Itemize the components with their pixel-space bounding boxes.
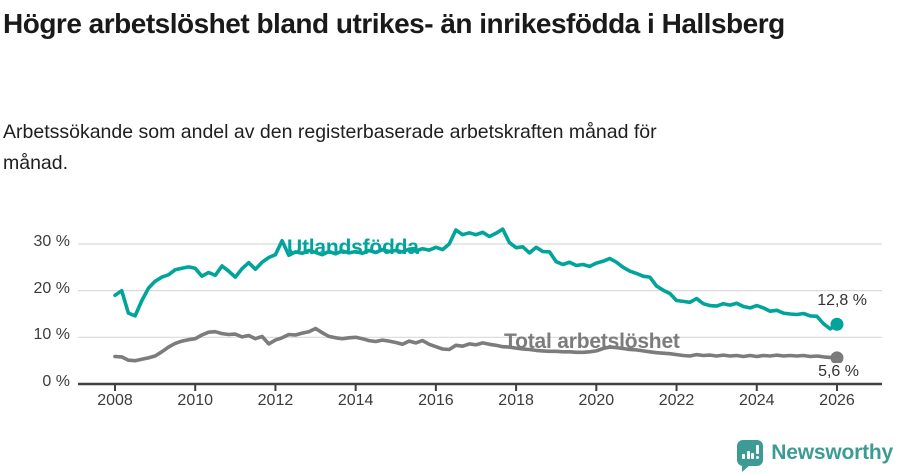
bar-chart-speech-bubble-icon [737, 440, 764, 472]
x-axis-tick-label: 2024 [738, 392, 775, 409]
line-total-arbetsl-shet [113, 326, 839, 363]
x-axis-tick-label: 2022 [658, 392, 695, 409]
page-title: Högre arbetslöshet bland utrikes- än inr… [3, 8, 785, 39]
y-axis-tick-label: 10 % [33, 326, 70, 344]
x-axis-tick-label: 2008 [97, 392, 133, 409]
series-label-utlandsfodda: Utlandsfödda [287, 236, 419, 259]
end-dot [830, 317, 844, 331]
y-axis-tick-label: 20 % [33, 279, 70, 297]
x-axis-tick-label: 2020 [578, 392, 615, 409]
end-dot [830, 351, 844, 365]
y-axis-tick-label: 30 % [33, 232, 70, 250]
x-axis-tick-label: 2018 [498, 392, 534, 409]
newsworthy-logo-text: Newsworthy [771, 441, 893, 464]
newsworthy-logo: Newsworthy [737, 440, 893, 472]
series-label-total-arbetsloshet: Total arbetslöshet [504, 330, 680, 353]
x-axis-tick-label: 2026 [819, 392, 855, 409]
speech-bubble-tail [742, 465, 751, 472]
line-utlandsf-dda [113, 227, 839, 331]
x-axis-tick-label: 2016 [418, 392, 454, 409]
end-value-label-utlandsfodda: 12,8 % [817, 292, 867, 309]
x-axis-tick-label: 2012 [257, 392, 294, 409]
y-axis-tick-label: 0 % [42, 373, 70, 390]
x-axis-tick-label: 2010 [177, 392, 214, 409]
page-subtitle: Arbetssökande som andel av den registerb… [3, 121, 657, 174]
end-value-label-total: 5,6 % [815, 363, 862, 381]
x-axis-tick-label: 2014 [337, 392, 374, 409]
